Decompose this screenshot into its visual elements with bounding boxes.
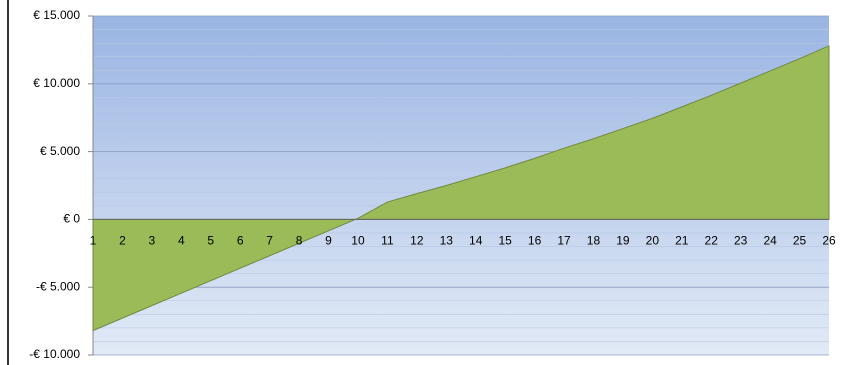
x-tick-label: 15	[498, 234, 512, 248]
x-tick-label: 3	[149, 234, 156, 248]
x-tick-label: 5	[207, 234, 214, 248]
x-tick-label: 23	[734, 234, 748, 248]
x-tick-label: 18	[587, 234, 601, 248]
x-tick-label: 17	[557, 234, 571, 248]
x-tick-label: 11	[381, 234, 394, 248]
x-tick-label: 8	[296, 234, 303, 248]
area	[92, 45, 830, 332]
x-tick-label: 24	[763, 234, 777, 248]
y-tick-label: -€ 10.000	[29, 347, 80, 361]
x-tick-label: 6	[237, 234, 244, 248]
x-tick-label: 4	[178, 234, 185, 248]
y-tick-label: € 5.000	[40, 144, 80, 158]
x-tick-label: 13	[440, 234, 454, 248]
x-tick-label: 21	[675, 234, 689, 248]
y-tick-label: -€ 5.000	[36, 279, 80, 293]
x-tick-label: 16	[528, 234, 542, 248]
x-tick-label: 9	[325, 234, 332, 248]
x-tick-label: 12	[410, 234, 424, 248]
y-tick-label: € 10.000	[33, 76, 80, 90]
x-tick-label: 19	[616, 234, 630, 248]
x-tick-label: 14	[469, 234, 483, 248]
x-tick-label: 7	[266, 234, 273, 248]
x-tick-label: 20	[646, 234, 660, 248]
x-tick-label: 25	[793, 234, 807, 248]
x-tick-label: 1	[90, 234, 97, 248]
x-tick-label: 10	[351, 234, 365, 248]
x-tick-label: 2	[119, 234, 126, 248]
x-tick-label: 22	[705, 234, 719, 248]
x-tick-label: 26	[822, 234, 836, 248]
y-tick-label: € 15.000	[33, 8, 80, 22]
y-tick-label: € 0	[63, 212, 80, 226]
